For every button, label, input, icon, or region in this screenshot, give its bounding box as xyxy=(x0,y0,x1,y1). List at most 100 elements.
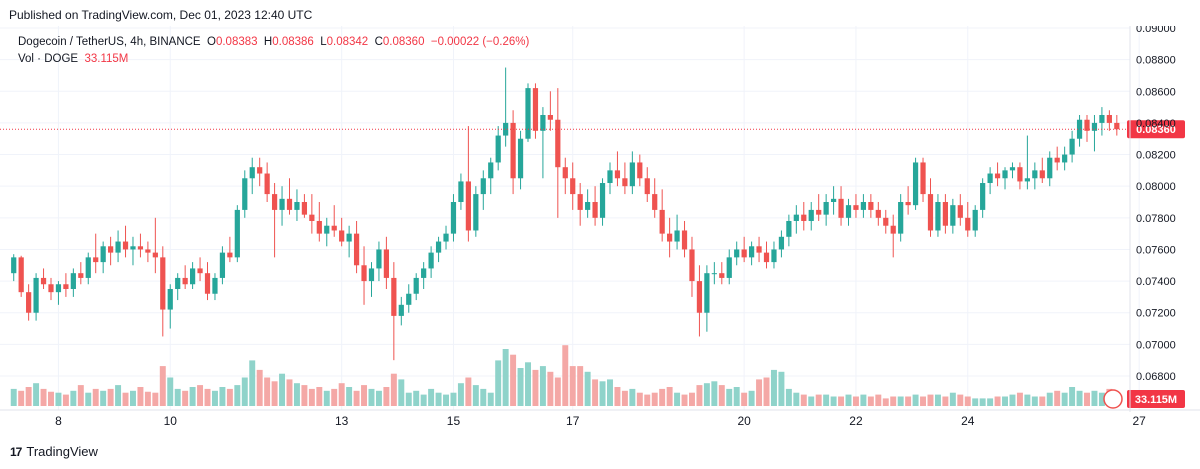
candle-body xyxy=(585,202,591,210)
candle-body xyxy=(1047,157,1053,179)
candle-body xyxy=(510,122,516,179)
price-tick-label: 0.07000 xyxy=(1136,339,1176,351)
candle-body xyxy=(1062,154,1068,163)
volume-bar xyxy=(674,392,681,406)
candle xyxy=(331,205,337,237)
volume-bar xyxy=(189,387,196,406)
candle-body xyxy=(234,209,240,258)
price-tick-label: 0.08200 xyxy=(1136,150,1176,162)
candle-body xyxy=(980,183,986,210)
volume-bar xyxy=(666,387,673,406)
candle xyxy=(838,186,844,226)
candle xyxy=(994,162,1001,187)
candle-body xyxy=(286,198,293,210)
volume-bar xyxy=(852,396,859,406)
candle-body xyxy=(1024,178,1030,182)
tradingview-logo-icon: 17 xyxy=(10,444,22,459)
volume-bar xyxy=(912,394,919,406)
candle-body xyxy=(875,209,881,218)
candle-body xyxy=(242,178,248,210)
candle-body xyxy=(249,167,255,179)
volume-bar xyxy=(346,387,353,406)
candle xyxy=(189,262,196,289)
candle-body xyxy=(935,202,941,231)
candle-body xyxy=(838,198,844,218)
close-value: 0.08360 xyxy=(382,36,425,48)
candle-body xyxy=(778,236,785,250)
last-volume-badge xyxy=(1127,390,1185,408)
volume-bar xyxy=(62,394,69,406)
candle-body xyxy=(1114,122,1120,130)
volume-bar xyxy=(1002,396,1009,406)
candlestick-chart[interactable]: 0.08360 33.115M 0.09000 0.08800 0.08600 0.08… xyxy=(0,26,1200,442)
time-tick-label: 13 xyxy=(335,414,349,428)
volume-bar xyxy=(890,396,897,406)
volume-bar xyxy=(823,394,830,406)
volume-bar xyxy=(1084,392,1090,406)
volume-bar xyxy=(234,385,241,406)
candle xyxy=(160,246,166,337)
candle-body xyxy=(629,162,635,187)
volume-bar xyxy=(785,388,792,406)
candle xyxy=(450,194,457,242)
price-tick-label: 0.08800 xyxy=(1136,55,1176,67)
brand-name: TradingView xyxy=(26,444,98,459)
volume-bar xyxy=(204,388,211,406)
candle xyxy=(309,194,315,234)
candle xyxy=(421,262,427,289)
candle xyxy=(592,186,598,226)
candle-body xyxy=(55,284,62,293)
candle xyxy=(965,202,971,237)
volume-bar xyxy=(1031,396,1038,406)
candle xyxy=(920,157,926,202)
event-flag-icon xyxy=(1103,389,1123,409)
volume-bar xyxy=(383,387,390,406)
candle-body xyxy=(70,273,76,289)
candle xyxy=(883,209,889,234)
candle xyxy=(1091,115,1098,152)
candle-body xyxy=(383,249,390,278)
candle-body xyxy=(406,293,412,305)
volume-bar xyxy=(629,388,636,406)
candle xyxy=(555,88,561,218)
volume-bar xyxy=(122,392,129,406)
candle-body xyxy=(473,194,479,231)
volume-bar xyxy=(957,394,964,406)
candle-body xyxy=(696,281,703,313)
candle xyxy=(801,202,807,231)
candle xyxy=(927,178,934,237)
volume-bar xyxy=(651,392,658,406)
volume-bar xyxy=(838,396,845,406)
volume-bar xyxy=(197,385,204,406)
volume-bar xyxy=(711,381,718,406)
volume-bar xyxy=(942,396,949,406)
candle xyxy=(972,205,978,237)
volume-bar xyxy=(1091,390,1098,406)
volume-bar xyxy=(979,398,986,406)
candle xyxy=(816,194,822,221)
volume-bar xyxy=(316,387,323,406)
candle-body xyxy=(100,246,106,263)
candle xyxy=(257,157,263,187)
low-label: L xyxy=(320,36,327,48)
volume-bar xyxy=(457,383,464,406)
candle-body xyxy=(517,138,524,179)
volume-bar xyxy=(107,388,114,406)
volume-bar xyxy=(696,385,703,406)
volume-bar xyxy=(495,360,502,406)
candle-body xyxy=(719,273,725,278)
high-label: H xyxy=(263,36,273,48)
last-price-label: 0.08360 xyxy=(1136,124,1176,136)
candle-body xyxy=(167,289,173,310)
footer-brand[interactable]: 17 TradingView xyxy=(10,444,98,459)
volume-bar xyxy=(279,373,286,406)
candle-body xyxy=(614,170,621,179)
volume-bar xyxy=(226,388,233,406)
candle xyxy=(398,296,404,326)
candle xyxy=(339,217,345,247)
volume-bar xyxy=(532,369,539,406)
candle-body xyxy=(793,214,799,221)
ohlc-legend: Dogecoin / TetherUS, 4h, BINANCE O0.0838… xyxy=(18,36,529,48)
candle xyxy=(197,257,203,282)
candle xyxy=(689,236,695,297)
